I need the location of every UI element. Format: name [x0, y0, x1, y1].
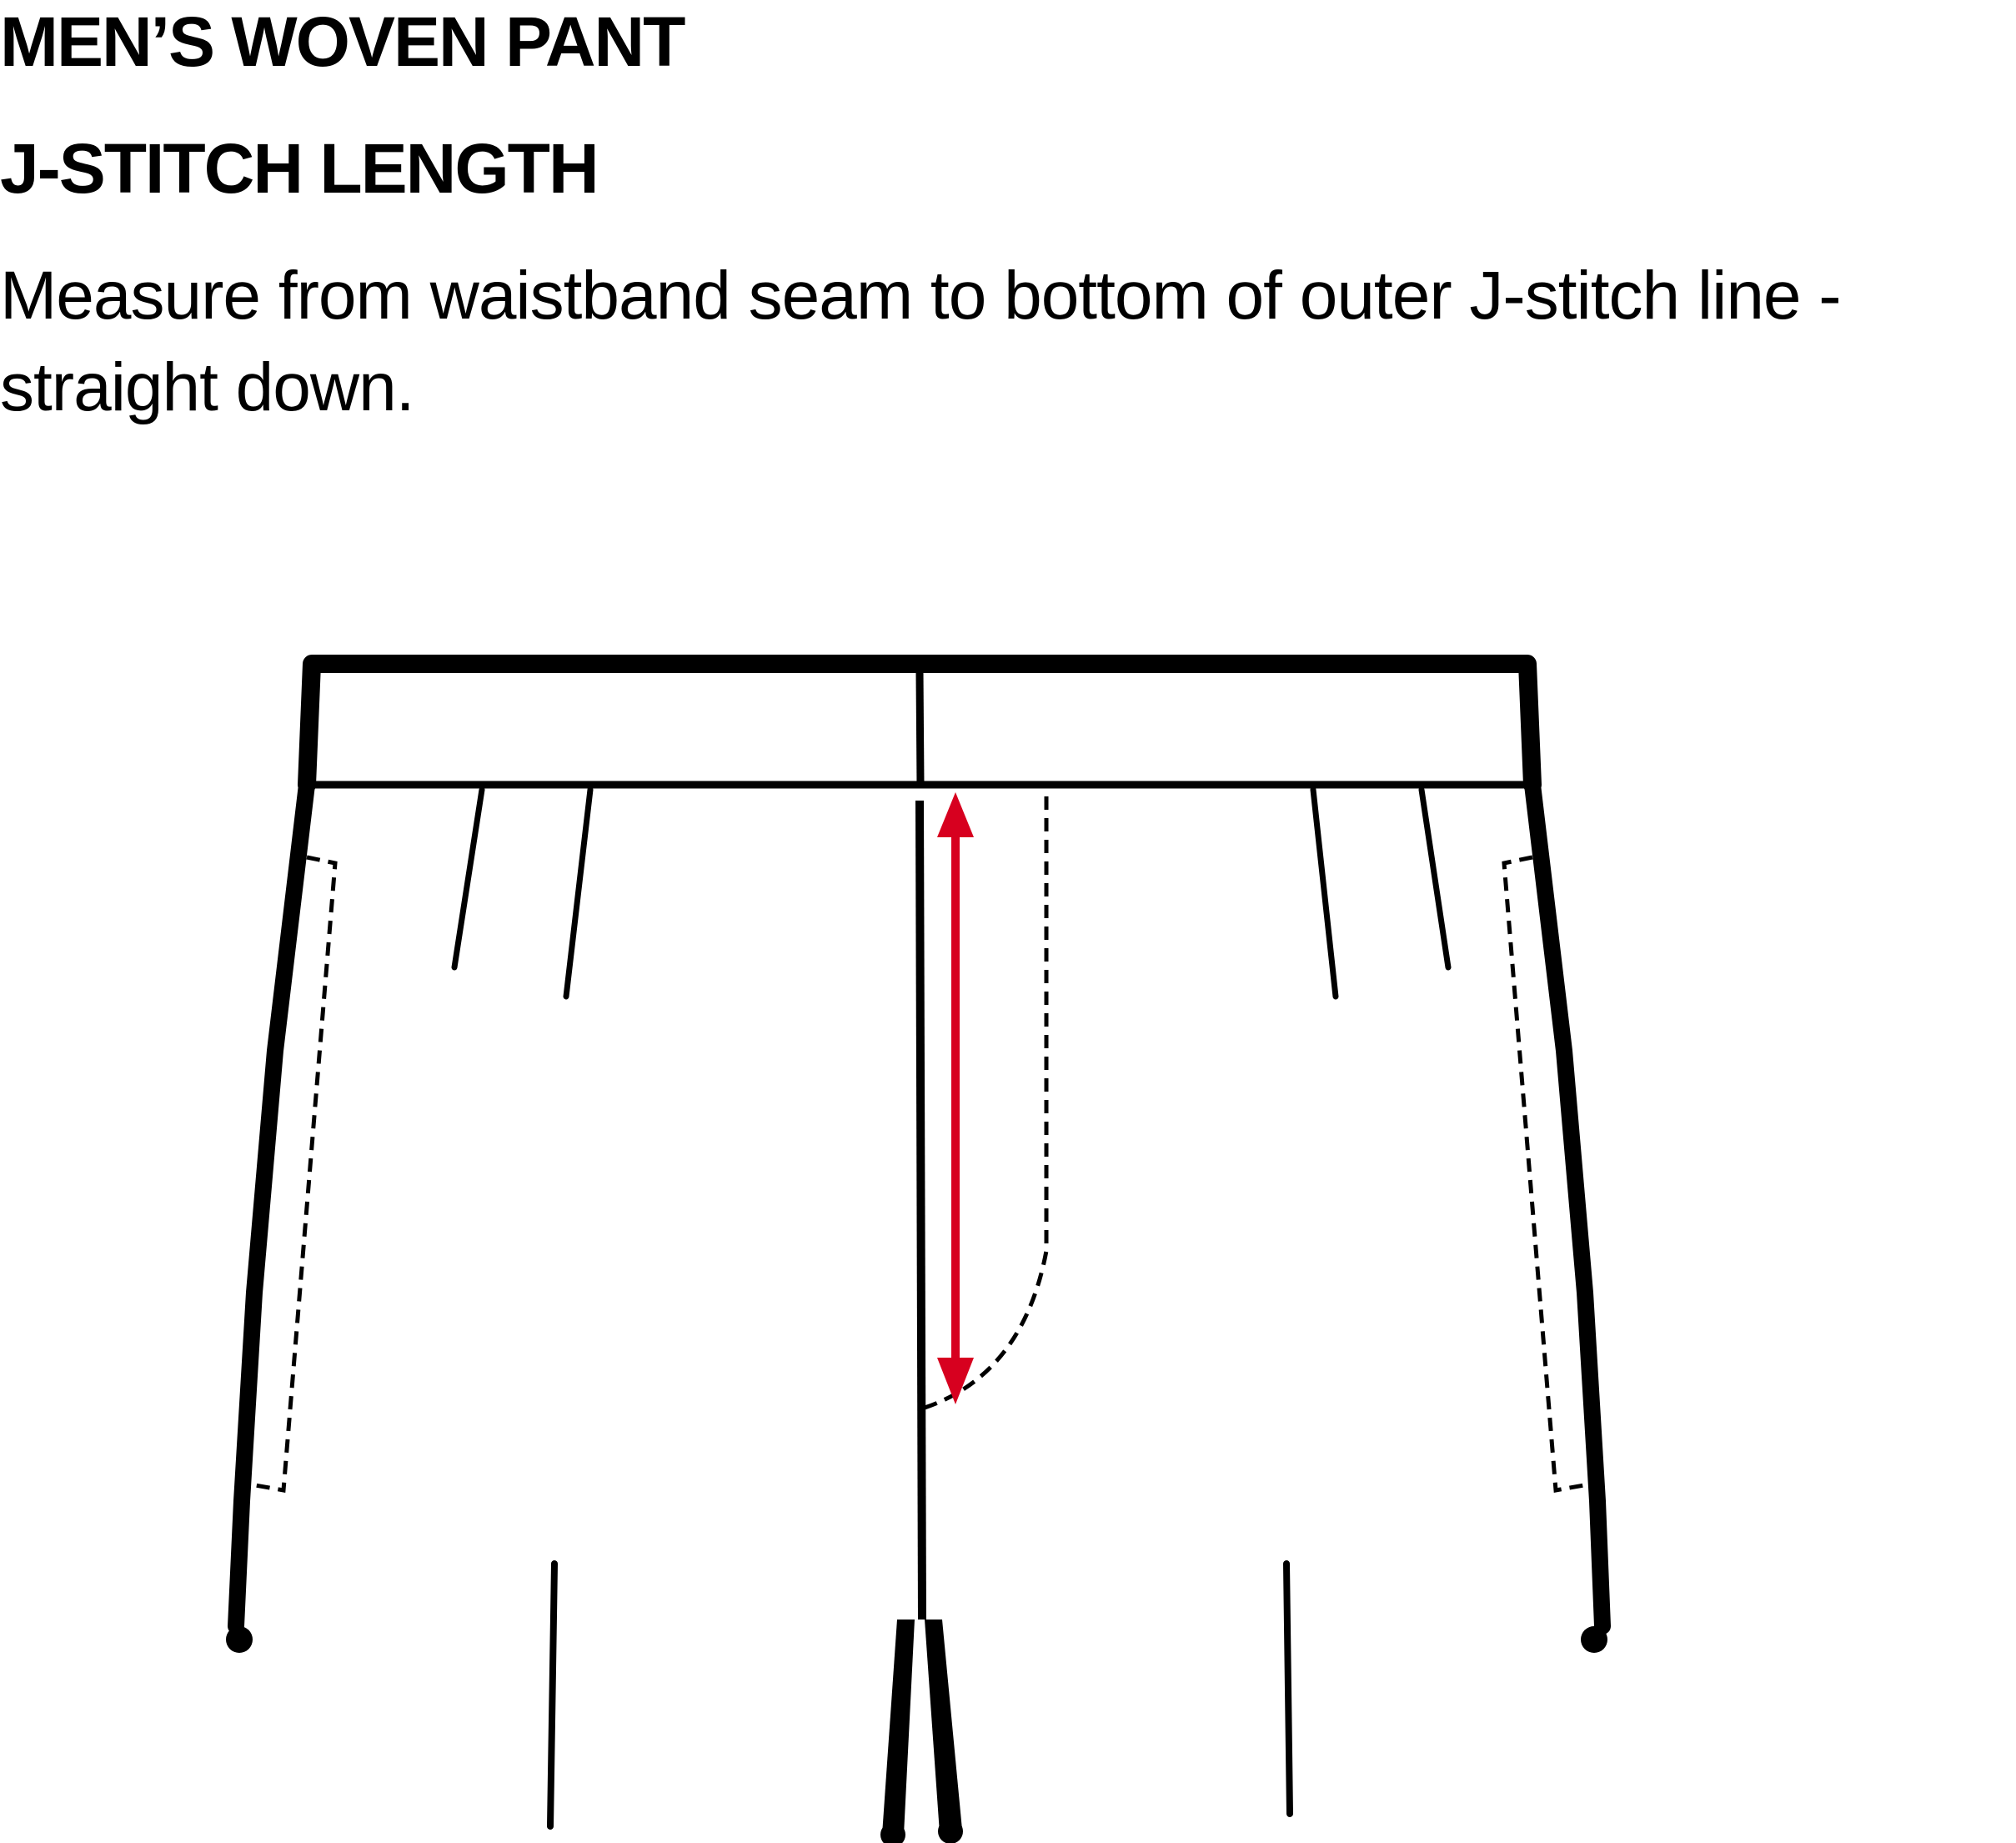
- left-hem-end: [226, 1626, 253, 1653]
- left-pleat-outer: [451, 786, 485, 971]
- right-hem-end: [1581, 1626, 1607, 1653]
- fly-center-seam: [915, 800, 926, 1620]
- left-leg-crease: [547, 1560, 558, 1830]
- measurement-arrowhead-top: [937, 792, 974, 837]
- right-pocket-stitch: [1502, 855, 1585, 1493]
- right-side-seam: [1524, 776, 1611, 1635]
- right-pleat-inner: [1310, 786, 1339, 1000]
- left-inseam-end: [880, 1822, 905, 1843]
- left-pleat-inner: [563, 786, 594, 1000]
- left-inseam: [882, 1620, 915, 1835]
- left-pocket-stitch: [254, 855, 338, 1493]
- right-leg-crease: [1283, 1560, 1293, 1817]
- right-inseam-end: [938, 1819, 963, 1843]
- j-stitch-line: [919, 796, 1049, 1412]
- measurement-arrowhead-bottom: [937, 1358, 974, 1404]
- waistband-outline: [298, 655, 1542, 794]
- page-subtitle: J-STITCH LENGTH: [0, 129, 599, 208]
- page-title: MEN’S WOVEN PANT: [0, 3, 685, 81]
- measurement-instruction: Measure from waistband seam to bottom of…: [0, 258, 1842, 425]
- right-pleat-outer: [1418, 786, 1452, 971]
- left-side-seam: [228, 776, 315, 1635]
- right-inseam: [925, 1620, 962, 1833]
